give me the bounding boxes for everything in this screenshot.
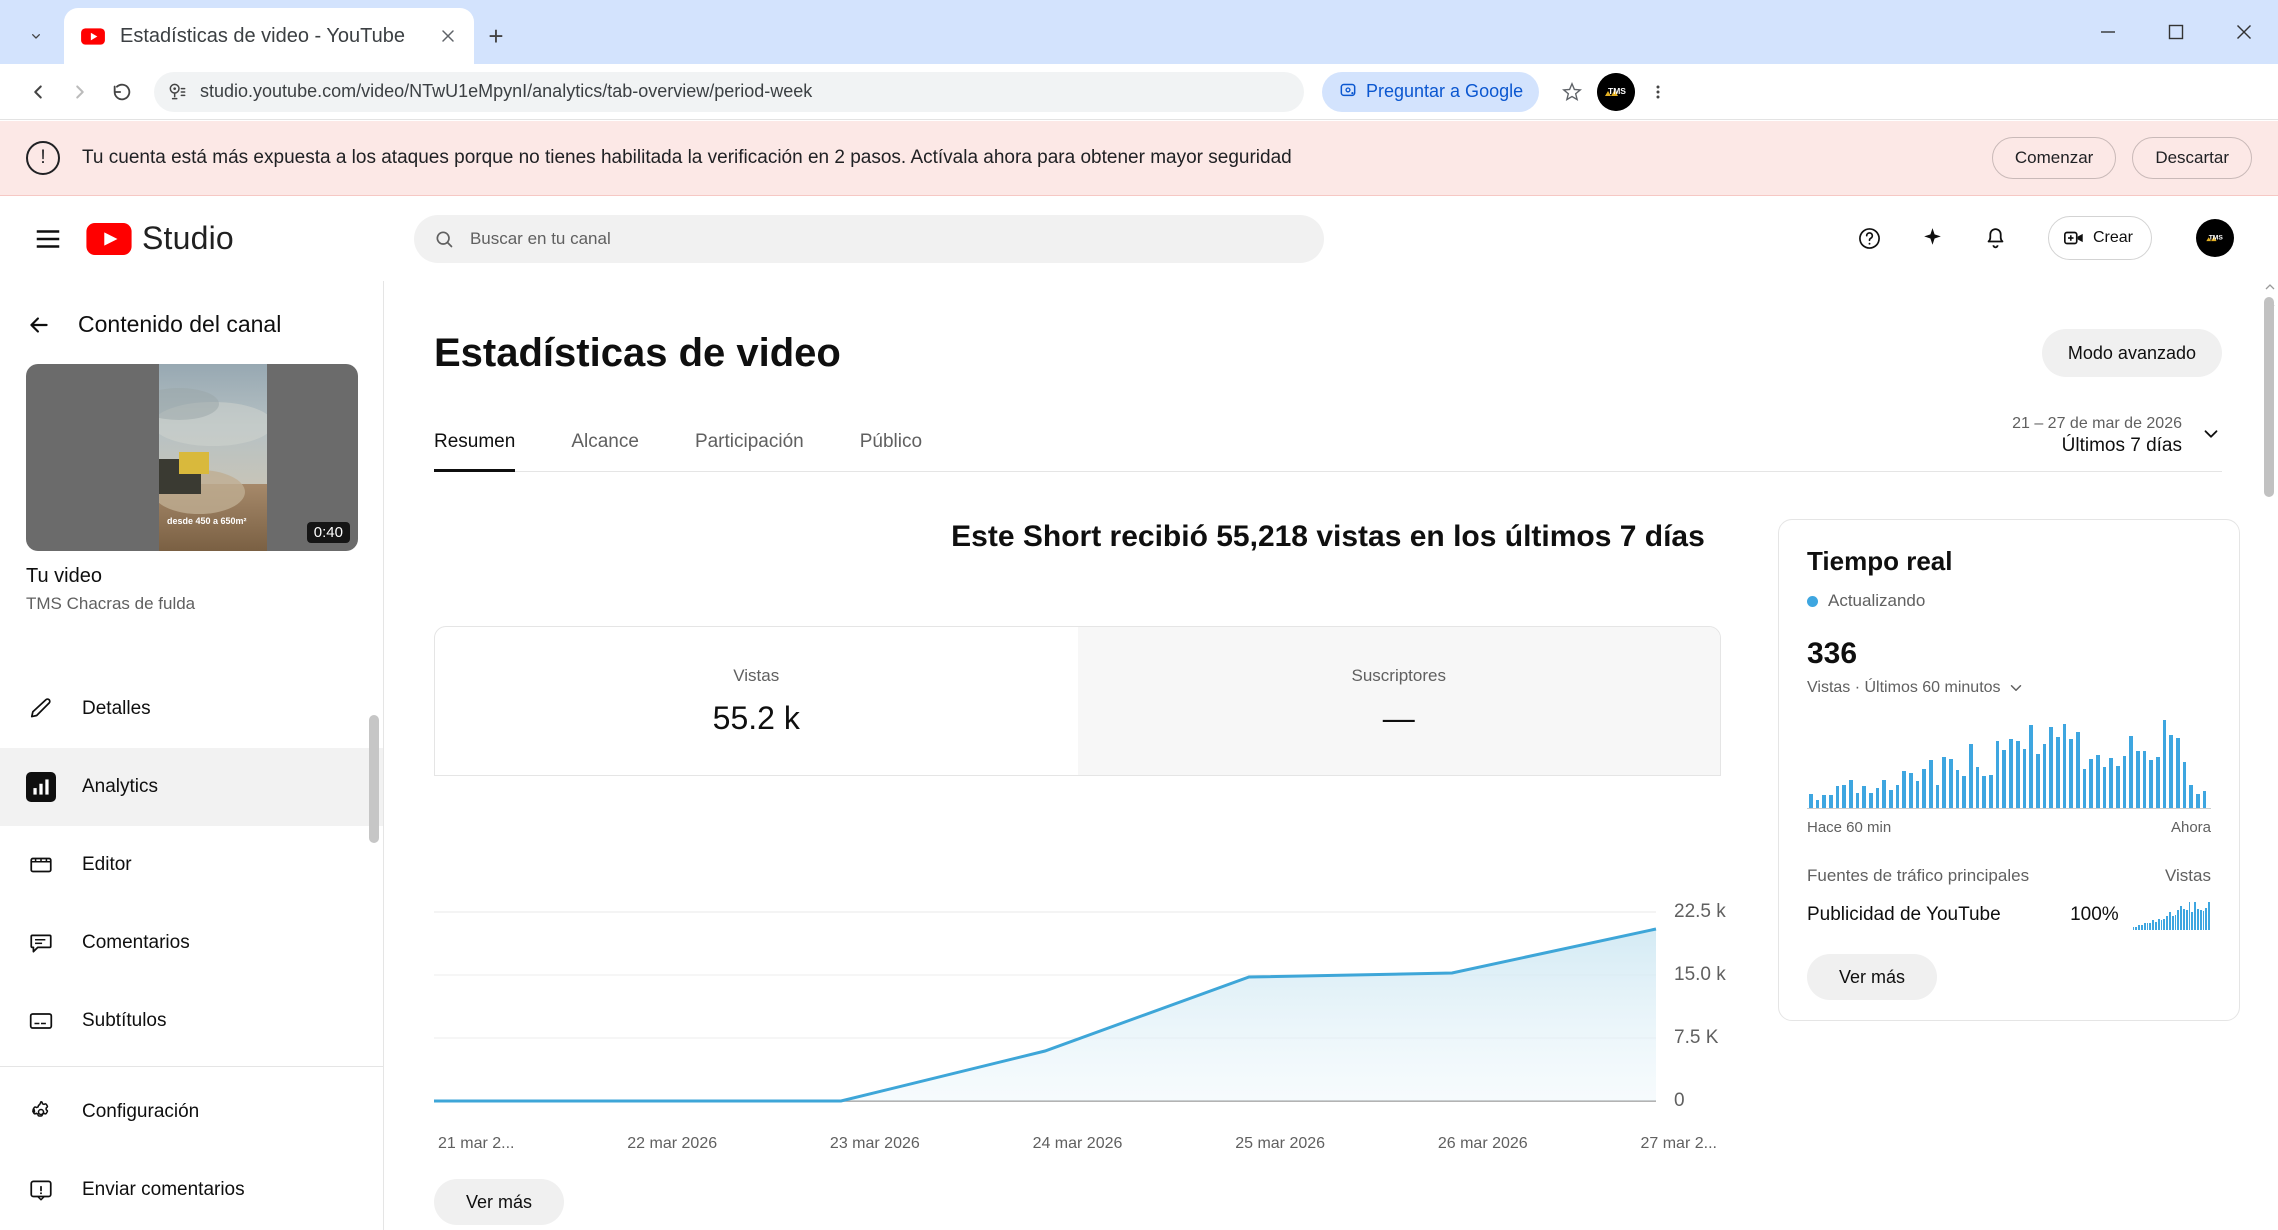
svg-text:desde 450 a 650m²: desde 450 a 650m²	[167, 516, 247, 526]
svg-text:TMS: TMS	[2209, 235, 2224, 242]
svg-text:22.5 k: 22.5 k	[1674, 901, 1726, 922]
svg-text:7.5 K: 7.5 K	[1674, 1027, 1719, 1048]
svg-text:TMS: TMS	[1608, 86, 1626, 96]
svg-text:15.0 k: 15.0 k	[1674, 964, 1726, 985]
svg-text:0: 0	[1674, 1090, 1685, 1111]
